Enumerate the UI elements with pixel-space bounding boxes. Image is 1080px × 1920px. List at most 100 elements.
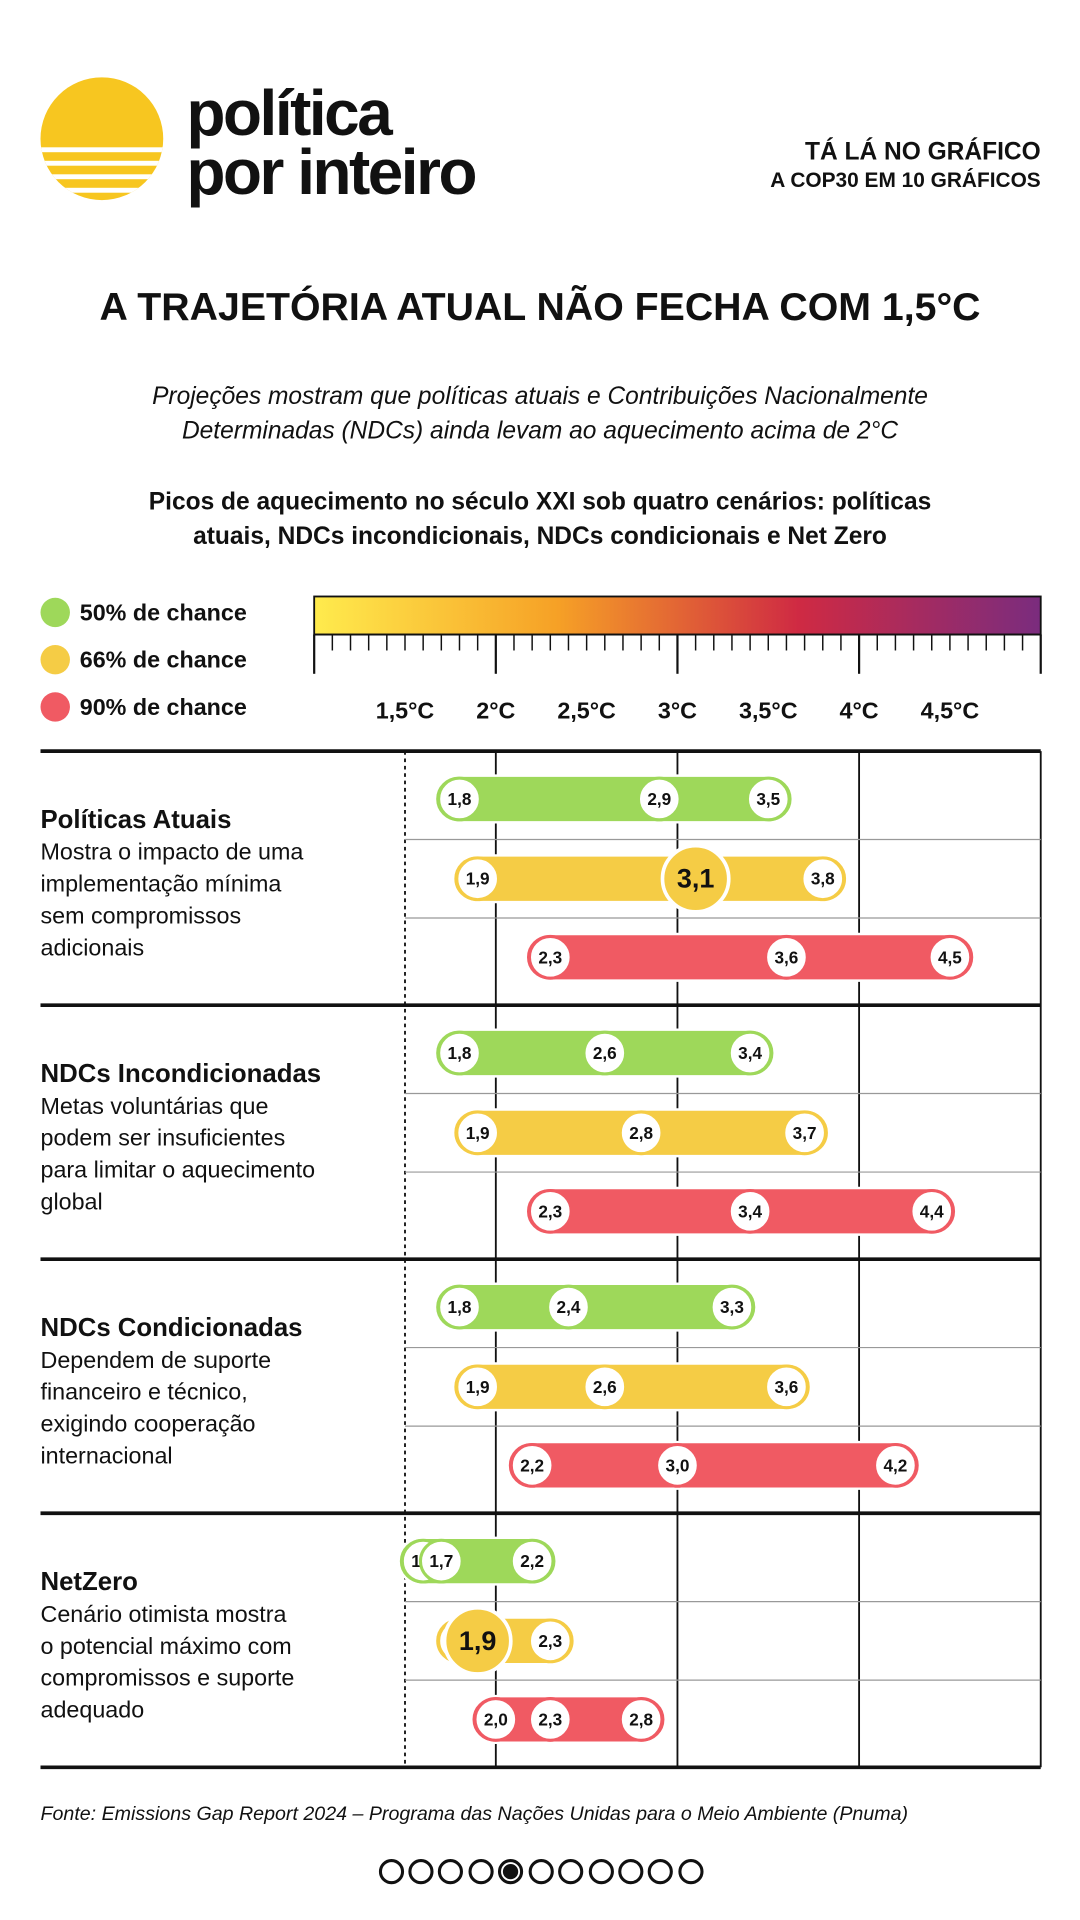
- value-marker: [618, 1110, 664, 1156]
- value-label: 3,5: [756, 789, 780, 809]
- value-label: 2,6: [593, 1043, 617, 1063]
- group-description: sem compromissos: [41, 903, 242, 929]
- value-marker: [636, 776, 682, 822]
- legend-swatch: [40, 692, 70, 722]
- range-bar: [506, 1440, 922, 1490]
- value-marker: [509, 1538, 555, 1584]
- value-label: 3,6: [774, 1377, 798, 1397]
- value-label: 1,8: [448, 1043, 472, 1063]
- group-title: NetZero: [41, 1568, 138, 1596]
- value-label: 3,0: [666, 1455, 690, 1475]
- value-marker: [527, 1618, 573, 1664]
- median-marker: [660, 843, 731, 914]
- value-label: 3,7: [793, 1123, 817, 1143]
- value-marker: [873, 1442, 918, 1488]
- value-label: 4,4: [920, 1201, 944, 1221]
- value-label: 3,6: [774, 947, 798, 967]
- value-marker: [437, 1030, 482, 1076]
- value-label: 1,9: [466, 1123, 490, 1143]
- chart-title: A TRAJETÓRIA ATUAL NÃO FECHA COM 1,5°C: [99, 285, 980, 329]
- legend-label: 90% de chance: [80, 694, 247, 720]
- range-bar: [433, 774, 795, 824]
- value-marker: [927, 934, 973, 980]
- value-marker: [455, 856, 501, 902]
- legend-label: 50% de chance: [80, 599, 247, 625]
- logo-text: política: [187, 77, 394, 149]
- value-marker: [582, 1364, 628, 1410]
- value-marker: [509, 1442, 555, 1488]
- value-label: 1,9: [459, 1626, 497, 1656]
- x-tick-label: 2,5°C: [557, 698, 616, 724]
- description: Picos de aquecimento no século XXI sob q…: [149, 488, 931, 515]
- value-label: 3,8: [811, 869, 835, 889]
- value-marker: [473, 1697, 519, 1742]
- description: atuais, NDCs incondicionais, NDCs condic…: [193, 523, 887, 550]
- value-label: 2,2: [520, 1551, 544, 1571]
- value-marker: [455, 1364, 501, 1410]
- value-label: 2,3: [538, 1709, 562, 1729]
- logo-icon: [40, 77, 164, 201]
- value-marker: [527, 1188, 573, 1234]
- value-marker: [437, 776, 482, 822]
- value-label: 1,8: [448, 789, 472, 809]
- group-description: Cenário otimista mostra: [41, 1601, 287, 1627]
- x-tick-label: 4,5°C: [921, 698, 980, 724]
- value-marker: [527, 1697, 573, 1742]
- group-description: Dependem de suporte: [41, 1347, 272, 1373]
- subtitle: Projeções mostram que políticas atuais e…: [152, 383, 928, 410]
- value-label: 2,9: [647, 789, 671, 809]
- value-marker: [418, 1538, 464, 1584]
- value-marker: [909, 1188, 955, 1234]
- range-bar: [451, 1362, 813, 1412]
- value-label: 1,7: [429, 1551, 453, 1571]
- value-label: 1,8: [448, 1297, 472, 1317]
- group-description: compromissos e suporte: [41, 1665, 295, 1691]
- group-description: implementação mínima: [41, 871, 282, 897]
- group-title: NDCs Condicionadas: [41, 1314, 303, 1342]
- value-marker: [582, 1030, 628, 1076]
- x-tick-label: 4°C: [840, 698, 879, 724]
- group-description: exigindo cooperação: [41, 1411, 256, 1437]
- value-label: 1,9: [466, 869, 490, 889]
- group-description: o potencial máximo com: [41, 1633, 292, 1659]
- value-marker: [527, 934, 573, 980]
- legend-swatch: [40, 644, 70, 675]
- value-label: 2,2: [520, 1455, 544, 1475]
- value-label: 2,6: [593, 1377, 617, 1397]
- value-label: 2,4: [557, 1297, 581, 1317]
- value-marker: [546, 1284, 591, 1330]
- value-marker: [800, 856, 846, 902]
- colorbar: [313, 595, 1042, 636]
- x-tick-label: 1,5°C: [376, 698, 435, 724]
- logo-text: por inteiro: [187, 136, 476, 208]
- group-title: Políticas Atuais: [41, 806, 232, 834]
- value-label: 3,3: [720, 1297, 744, 1317]
- value-label: 3,4: [738, 1043, 762, 1063]
- group-description: global: [41, 1189, 103, 1215]
- group-description: adequado: [41, 1697, 145, 1723]
- kicker: TÁ LÁ NO GRÁFICO: [805, 138, 1041, 166]
- range-bar: [451, 854, 849, 904]
- value-marker: [655, 1442, 700, 1488]
- group-description: financeiro e técnico,: [41, 1379, 248, 1405]
- value-label: 4,5: [938, 947, 962, 967]
- value-label: 4,2: [883, 1455, 907, 1475]
- value-marker: [618, 1697, 664, 1742]
- pagination: [378, 1859, 704, 1885]
- group-description: Metas voluntárias que: [41, 1093, 269, 1119]
- value-marker: [782, 1110, 827, 1156]
- value-label: 2,3: [538, 1201, 562, 1221]
- series-label: A COP30 EM 10 GRÁFICOS: [770, 169, 1041, 192]
- range-bar: [433, 1282, 758, 1332]
- value-label: 2,0: [484, 1709, 508, 1729]
- x-tick-label: 2°C: [476, 698, 515, 724]
- group-description: Mostra o impacto de uma: [41, 839, 304, 865]
- value-label: 2,8: [629, 1123, 653, 1143]
- value-label: 2,8: [629, 1709, 653, 1729]
- value-marker: [745, 776, 791, 822]
- group-description: internacional: [41, 1443, 173, 1469]
- group-title: NDCs Incondicionadas: [41, 1060, 322, 1088]
- value-label: 1,9: [466, 1377, 490, 1397]
